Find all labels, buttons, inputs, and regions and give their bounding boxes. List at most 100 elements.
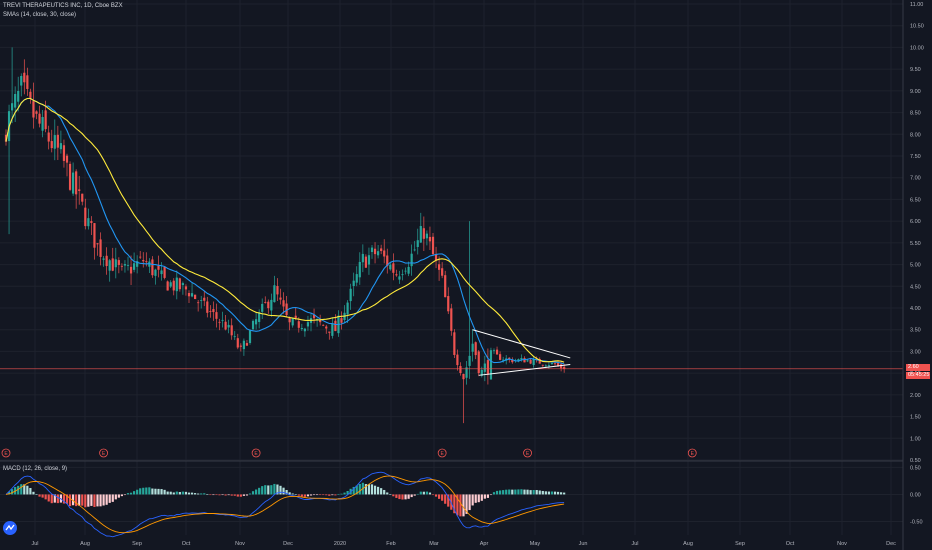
macd-histogram-bar xyxy=(29,488,32,495)
triangle-trendline xyxy=(472,329,571,359)
candle-body xyxy=(166,281,169,291)
candle-body xyxy=(151,259,154,276)
trendlines[interactable] xyxy=(472,329,571,376)
candle-body xyxy=(377,251,380,256)
x-tick-label: Nov xyxy=(235,541,245,547)
candle-body xyxy=(227,324,230,328)
sma-legend[interactable]: SMAs (14, close, 30, close) xyxy=(3,12,77,18)
candle-body xyxy=(129,266,133,274)
macd-histogram-bar xyxy=(355,485,358,495)
macd-histogram-bar xyxy=(267,485,270,495)
candle-body xyxy=(383,250,386,257)
macd-histogram-bar xyxy=(248,493,252,495)
earnings-marker-label: E xyxy=(254,451,258,457)
candle-body xyxy=(224,321,227,330)
candle-body xyxy=(17,90,20,102)
macd-histogram-bar xyxy=(117,494,120,498)
macd-histogram-bar xyxy=(242,494,245,496)
macd-histogram-bar xyxy=(560,492,563,495)
candle-body xyxy=(291,318,294,326)
candle-body xyxy=(474,342,477,356)
macd-histogram-bar xyxy=(102,494,105,506)
candle-body xyxy=(416,240,419,247)
macd-histogram-bar xyxy=(340,493,343,495)
x-tick-label: May xyxy=(530,541,541,547)
y-tick-label: 7.50 xyxy=(910,154,921,160)
candle-body xyxy=(29,91,32,98)
earnings-marker-icon xyxy=(687,448,697,458)
earnings-marker-label: E xyxy=(4,451,8,457)
candle-body xyxy=(450,308,453,331)
candle-body xyxy=(75,171,78,195)
candle-body xyxy=(44,110,47,130)
macd-histogram-bar xyxy=(331,494,334,496)
macd-histogram-bar xyxy=(114,494,117,500)
macd-y-tick-label: 0.00 xyxy=(910,492,921,498)
earnings-marker-icon xyxy=(437,448,447,458)
macd-histogram-bar xyxy=(309,494,313,496)
macd-histogram-bar xyxy=(181,491,184,495)
candle-body xyxy=(212,309,215,313)
x-tick-label: Dec xyxy=(283,541,293,547)
candle-body xyxy=(294,315,297,318)
x-tick-label: Jul xyxy=(31,541,38,547)
macd-histogram-bar xyxy=(434,494,438,497)
candle-body xyxy=(349,288,352,302)
earnings-marker-icon xyxy=(99,448,108,458)
candle-body xyxy=(297,321,300,328)
macd-histogram-bar xyxy=(312,494,316,496)
macd-histogram-bar xyxy=(459,494,462,517)
candle-body xyxy=(20,75,23,86)
earnings-marker-icon xyxy=(523,448,532,458)
candle-body xyxy=(215,312,218,319)
macd-histogram-bar xyxy=(142,487,145,495)
candle-body xyxy=(352,280,355,286)
candle-body xyxy=(288,317,291,323)
macd-histogram-bar xyxy=(471,494,474,506)
candle-body xyxy=(459,366,462,374)
candle-body xyxy=(102,258,105,260)
macd-histogram-bar xyxy=(200,493,203,495)
macd-histogram-bar xyxy=(236,494,239,497)
candle-body xyxy=(553,363,557,365)
macd-histogram-bar xyxy=(264,485,267,495)
macd-histogram-bar xyxy=(11,489,14,495)
candle-body xyxy=(187,293,191,297)
candle-body xyxy=(444,275,447,298)
macd-legend[interactable]: MACD (12, 26, close, 9) xyxy=(3,466,68,472)
symbol-legend[interactable]: TREVI THERAPEUTICS INC, 1D, Cboe BZX xyxy=(3,3,123,9)
macd-histogram-bar xyxy=(514,489,517,495)
macd-histogram-bar xyxy=(306,494,310,497)
candle-body xyxy=(90,221,93,223)
macd-histogram-bar xyxy=(129,492,133,495)
candle-body xyxy=(248,330,252,344)
macd-histogram-bar xyxy=(120,494,123,497)
x-tick-label: Sep xyxy=(132,541,142,547)
x-tick-label: Apr xyxy=(480,541,489,547)
macd-histogram-bar xyxy=(325,494,328,496)
macd-histogram-bar xyxy=(303,494,306,497)
candle-body xyxy=(267,301,270,309)
candle-body xyxy=(276,286,279,295)
candle-body xyxy=(197,302,200,304)
macd-histogram-bar xyxy=(468,494,471,511)
macd-histogram-bar xyxy=(75,494,78,507)
macd-histogram-bar xyxy=(297,494,300,496)
candle-body xyxy=(120,265,123,267)
y-tick-label: 1.00 xyxy=(910,436,921,442)
candle-body xyxy=(233,336,236,338)
candle-body xyxy=(190,293,194,297)
candlestick-series xyxy=(4,47,566,424)
macd-histogram-bar xyxy=(32,491,35,495)
candle-body xyxy=(200,300,203,301)
candle-body xyxy=(111,258,114,271)
candle-body xyxy=(41,116,44,131)
candle-body xyxy=(480,369,483,376)
macd-histogram-bar xyxy=(38,494,41,497)
candle-body xyxy=(273,285,276,303)
macd-histogram-bar xyxy=(245,494,249,496)
tradingview-logo-icon[interactable] xyxy=(3,521,17,535)
candle-body xyxy=(355,274,358,283)
